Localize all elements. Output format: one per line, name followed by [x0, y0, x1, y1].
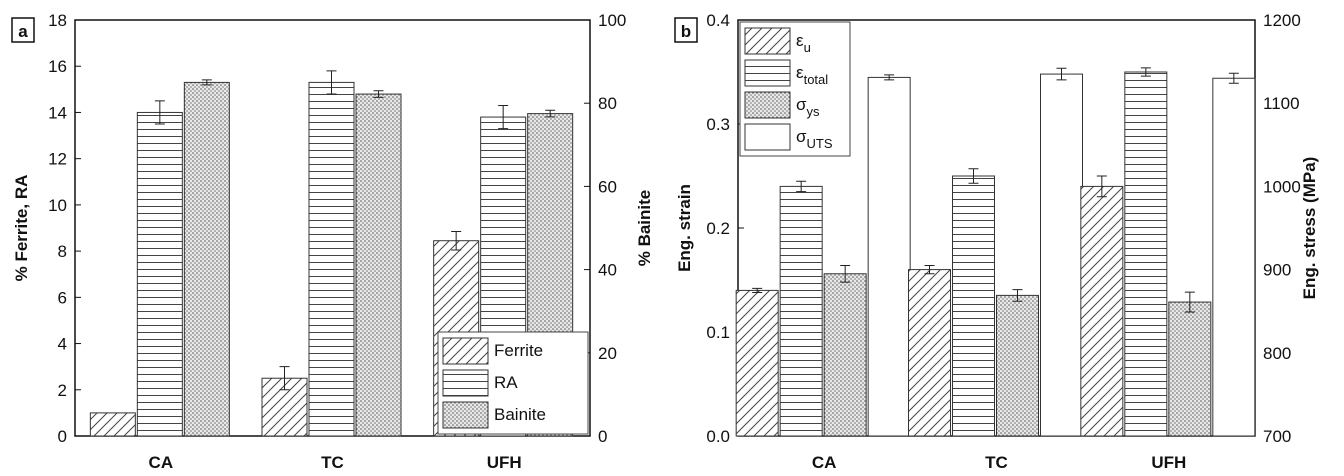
legend-label: σys	[796, 95, 820, 119]
y-tick-label: 0.2	[706, 219, 730, 238]
legend-label: σUTS	[796, 127, 833, 151]
error-bar	[373, 90, 384, 98]
error-bar	[752, 287, 763, 293]
error-bar	[201, 79, 212, 86]
bar	[355, 93, 402, 437]
bar	[136, 111, 183, 437]
legend-swatch	[442, 337, 489, 365]
error-bar	[968, 168, 979, 184]
error-bar	[154, 100, 165, 125]
y-tick-label: 0	[58, 427, 67, 446]
bar	[908, 269, 951, 437]
x-tick-label: UFH	[1151, 453, 1186, 471]
error-bar	[884, 74, 895, 81]
legend-label: εu	[796, 31, 811, 55]
legend-swatch	[744, 27, 791, 55]
y2-tick-label: 20	[598, 344, 617, 363]
y-tick-label: 0.4	[706, 11, 730, 30]
bar	[867, 76, 911, 437]
bar	[1212, 77, 1256, 437]
panel-label-box	[674, 17, 698, 43]
bar	[952, 175, 995, 437]
y-axis-label: Eng. strain	[675, 184, 694, 272]
error-bar	[1184, 291, 1195, 313]
error-bar	[498, 105, 509, 130]
error-bar	[451, 230, 462, 251]
panel-label: b	[681, 22, 691, 41]
y-tick-label: 8	[58, 242, 67, 261]
bar	[89, 412, 136, 437]
x-tick-label: TC	[985, 453, 1008, 471]
bar	[779, 185, 823, 437]
error-bar	[840, 264, 851, 283]
panel-label-box	[11, 17, 35, 43]
error-bar	[326, 70, 337, 95]
legend-label: Bainite	[494, 405, 546, 424]
legend-swatch	[442, 401, 489, 429]
error-bar	[924, 264, 935, 275]
bar	[1168, 301, 1212, 437]
y-tick-label: 14	[48, 103, 67, 122]
bar	[735, 289, 779, 437]
bar	[308, 81, 355, 437]
error-bar	[1012, 289, 1023, 302]
x-tick-label: CA	[149, 453, 174, 471]
bar	[1040, 73, 1083, 437]
legend-label: Ferrite	[494, 341, 543, 360]
legend-label: RA	[494, 373, 518, 392]
x-tick-label: CA	[812, 453, 837, 471]
x-tick-label: TC	[321, 453, 344, 471]
error-bar	[279, 366, 290, 391]
legend-swatch	[744, 91, 791, 119]
y2-tick-label: 800	[1263, 344, 1291, 363]
y2-tick-label: 700	[1263, 427, 1291, 446]
y-tick-label: 4	[58, 335, 67, 354]
y2-tick-label: 1200	[1263, 11, 1301, 30]
y2-tick-label: 100	[598, 11, 626, 30]
y2-axis-label: % Bainite	[635, 190, 654, 267]
y-tick-label: 10	[48, 196, 67, 215]
y2-tick-label: 1000	[1263, 177, 1301, 196]
error-bar	[796, 180, 807, 193]
y-tick-label: 12	[48, 150, 67, 169]
legend-swatch	[744, 59, 791, 87]
legend-swatch	[442, 369, 489, 397]
error-bar	[545, 109, 556, 118]
y-tick-label: 6	[58, 288, 67, 307]
y-axis-label: % Ferrite, RA	[12, 175, 31, 282]
error-bar	[1056, 67, 1067, 81]
x-tick-label: UFH	[487, 453, 522, 471]
y-tick-label: 0.1	[706, 323, 730, 342]
y-tick-label: 18	[48, 11, 67, 30]
bar	[823, 273, 867, 437]
error-bar	[1228, 72, 1239, 84]
y2-axis-label: Eng. stress (MPa)	[1300, 157, 1319, 300]
y2-tick-label: 80	[598, 94, 617, 113]
y2-tick-label: 40	[598, 261, 617, 280]
bar	[1080, 185, 1124, 437]
y2-tick-label: 1100	[1263, 94, 1300, 113]
y2-tick-label: 900	[1263, 261, 1291, 280]
error-bar	[1096, 175, 1107, 198]
error-bar	[1140, 67, 1151, 77]
bar	[1124, 71, 1168, 437]
y-tick-label: 16	[48, 57, 67, 76]
y2-tick-label: 60	[598, 177, 617, 196]
y-tick-label: 0.0	[706, 427, 730, 446]
legend-label: εtotal	[796, 63, 828, 87]
bar	[183, 81, 230, 437]
y-tick-label: 0.3	[706, 115, 730, 134]
y2-tick-label: 0	[598, 427, 607, 446]
panel-label: a	[18, 22, 28, 41]
bar	[261, 377, 308, 437]
y-tick-label: 2	[58, 381, 67, 400]
legend-swatch	[744, 123, 791, 151]
bar	[996, 294, 1039, 437]
